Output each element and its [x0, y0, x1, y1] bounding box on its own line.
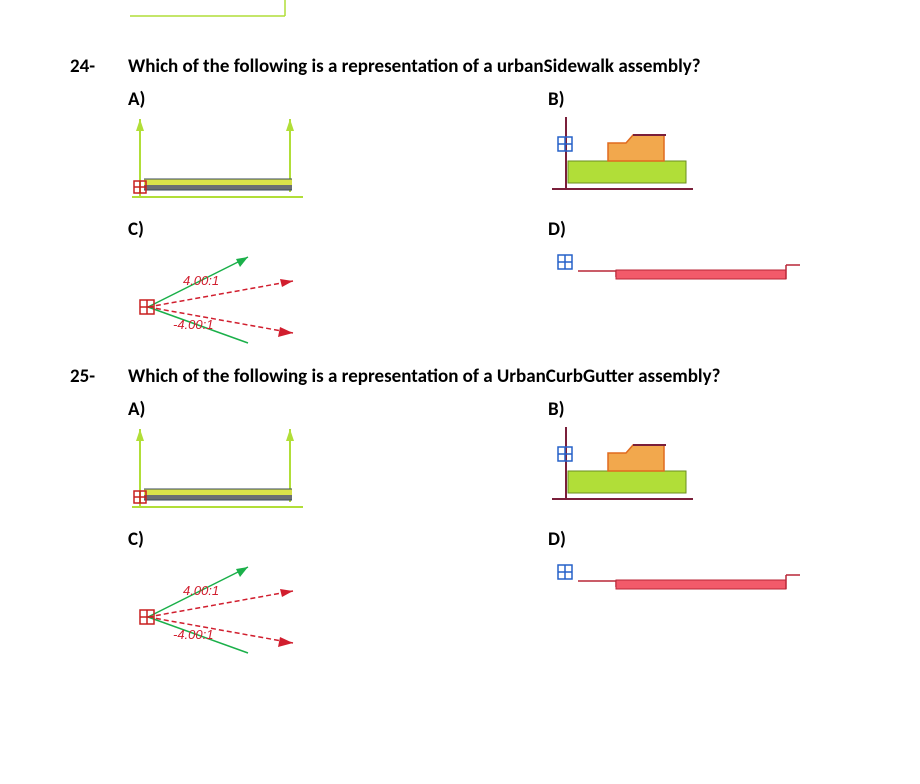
- q24-b-label: B): [548, 88, 748, 111]
- q24-d-svg: [548, 247, 808, 302]
- q25-b-label: B): [548, 398, 748, 421]
- q25-d-svg: [548, 557, 808, 612]
- question-24-line: 24-Which of the following is a represent…: [70, 55, 890, 78]
- q24-text: Which of the following is a representati…: [128, 55, 701, 78]
- q25-option-a: A): [128, 398, 318, 519]
- fragment-dim-label: .00:1: [190, 0, 214, 3]
- q24-option-a: A): [128, 88, 318, 209]
- q25-text: Which of the following is a representati…: [128, 365, 720, 388]
- q24-option-d: D): [548, 218, 808, 302]
- q24-b-svg: [548, 117, 748, 202]
- q24-option-c: C) 4.00:1 -4.00:1: [128, 218, 338, 347]
- q25-c-dim1: 4.00:1: [183, 583, 219, 598]
- top-fragment-diagram: .00:1: [130, 0, 310, 20]
- q24-number: 24-: [70, 55, 128, 78]
- q24-options: A) B): [128, 78, 890, 348]
- q25-a-svg: [128, 427, 318, 519]
- question-25-line: 25-Which of the following is a represent…: [70, 365, 890, 388]
- q25-option-b: B): [548, 398, 748, 512]
- q25-option-c: C) 4.00:1 -4.00:1: [128, 528, 338, 657]
- q24-d-label: D): [548, 218, 808, 241]
- q25-c-label: C): [128, 528, 338, 551]
- q25-options: A) B): [128, 388, 890, 658]
- question-24: 24-Which of the following is a represent…: [70, 55, 890, 348]
- fragment-svg: .00:1: [130, 0, 310, 20]
- q24-a-svg: [128, 117, 318, 209]
- q24-c-svg: 4.00:1 -4.00:1: [128, 247, 338, 347]
- q24-c-dim1: 4.00:1: [183, 273, 219, 288]
- q25-a-label: A): [128, 398, 318, 421]
- q25-c-svg: 4.00:1 -4.00:1: [128, 557, 338, 657]
- q25-c-dim2: -4.00:1: [173, 627, 213, 642]
- q24-option-b: B): [548, 88, 748, 202]
- q25-number: 25-: [70, 365, 128, 388]
- q24-c-label: C): [128, 218, 338, 241]
- q25-d-label: D): [548, 528, 808, 551]
- q25-option-d: D): [548, 528, 808, 612]
- q24-c-dim2: -4.00:1: [173, 317, 213, 332]
- q25-b-svg: [548, 427, 748, 512]
- question-25: 25-Which of the following is a represent…: [70, 365, 890, 658]
- q24-a-label: A): [128, 88, 318, 111]
